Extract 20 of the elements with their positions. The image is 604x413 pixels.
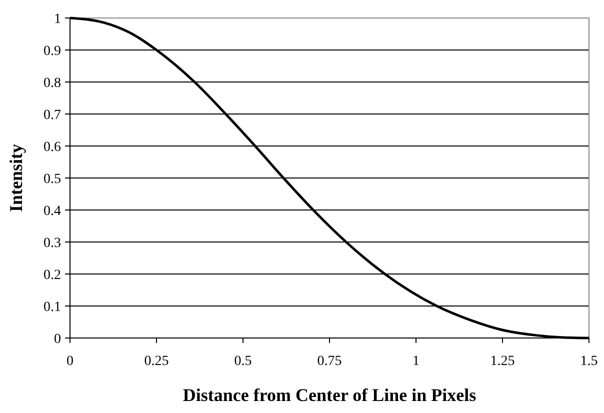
- x-axis-title: Distance from Center of Line in Pixels: [182, 385, 476, 405]
- y-tick-label: 0.9: [44, 44, 61, 59]
- x-tick-label: 0: [66, 354, 74, 369]
- x-tick-label: 0.25: [144, 354, 169, 369]
- y-tick-label: 1: [54, 12, 61, 27]
- y-tick-label: 0.5: [44, 172, 61, 187]
- x-tick-label: 0.75: [317, 354, 342, 369]
- y-tick-label: 0.7: [44, 108, 61, 123]
- x-tick-label: 1: [412, 354, 420, 369]
- y-tick-label: 0.4: [44, 204, 61, 219]
- y-tick-label: 0.6: [44, 140, 61, 155]
- y-tick-label: 0.3: [44, 236, 61, 251]
- y-tick-label: 0.1: [44, 300, 61, 315]
- y-axis-title: Intensity: [6, 144, 26, 212]
- y-tick-label: 0.8: [44, 76, 61, 91]
- y-tick-label: 0: [54, 332, 61, 347]
- x-tick-label: 0.5: [234, 354, 252, 369]
- x-tick-label: 1.5: [580, 354, 598, 369]
- x-tick-label: 1.25: [490, 354, 515, 369]
- y-tick-label: 0.2: [44, 268, 61, 283]
